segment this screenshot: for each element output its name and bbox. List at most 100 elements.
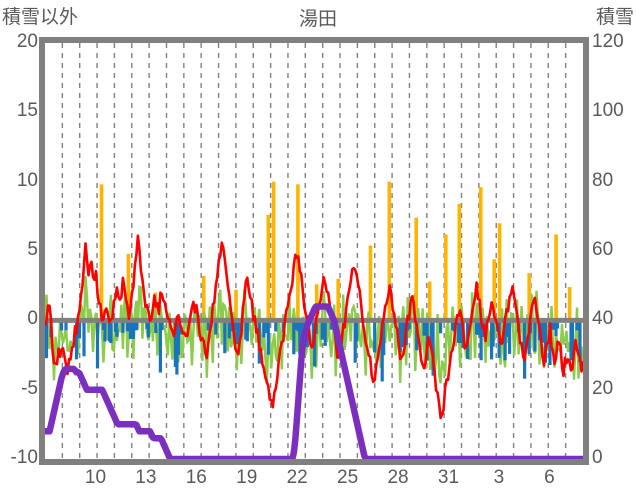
precipitation-bar: [387, 181, 392, 321]
precipitation-bar: [414, 217, 418, 321]
snowfall-bar: [266, 320, 270, 355]
x-tick: 6: [544, 467, 555, 488]
precipitation-bar: [427, 281, 432, 321]
snowfall-bar: [158, 320, 162, 373]
snowfall-bar: [476, 320, 480, 335]
precipitation-bar: [492, 259, 496, 321]
snowfall-bar: [121, 320, 125, 333]
snowfall-bar: [551, 320, 555, 330]
snowfall-bar: [45, 320, 49, 359]
snowfall-bar: [373, 320, 377, 353]
y-tick-left: 15: [16, 100, 38, 122]
snowfall-bar: [82, 320, 86, 357]
x-tick: 25: [337, 467, 359, 488]
y-tick-right: 40: [592, 308, 614, 330]
snowfall-bar: [398, 320, 402, 353]
snowfall-bar: [223, 320, 227, 354]
snowfall-bar: [575, 320, 579, 331]
snowfall-bar: [578, 320, 582, 363]
snowfall-bar: [59, 320, 64, 331]
snowfall-bar: [245, 320, 249, 342]
x-tick: 13: [135, 467, 157, 488]
snowfall-bar: [543, 320, 548, 363]
snowfall-bar: [214, 320, 218, 335]
y-tick-right: 0: [592, 447, 603, 468]
y-tick-left: 10: [16, 169, 38, 191]
snowfall-bar: [439, 320, 443, 334]
x-tick: 28: [387, 467, 409, 488]
snowfall-bar: [115, 320, 119, 337]
x-tick: 22: [286, 467, 308, 488]
snow-depth-line: [45, 303, 583, 459]
plot-frame: [39, 37, 589, 465]
y-tick-right: 100: [592, 100, 624, 122]
y-tick-right: 20: [592, 377, 614, 399]
snowfall-bar: [236, 320, 240, 340]
y-tick-left: -5: [21, 377, 38, 399]
snowfall-bar: [329, 320, 333, 330]
precipitation-bar: [479, 187, 483, 321]
y-tick-right: 60: [592, 239, 614, 260]
snowfall-bar: [206, 320, 210, 331]
snowfall-bar: [146, 320, 150, 338]
series-max-temperature: [45, 234, 583, 420]
precipitation-bar: [201, 276, 206, 321]
precipitation-bar: [497, 223, 502, 321]
series-snow-depth: [45, 303, 583, 459]
snowfall-bar: [540, 320, 545, 343]
precipitation-bar: [567, 287, 572, 321]
snowfall-bar: [422, 320, 426, 336]
y-tick-left: 0: [27, 308, 38, 330]
snowfall-bar: [109, 320, 113, 344]
snowfall-bar: [131, 320, 135, 339]
x-tick: 19: [236, 467, 258, 488]
snowfall-bar: [160, 320, 164, 331]
y-tick-left: 20: [16, 31, 38, 52]
x-tick: 31: [437, 467, 460, 488]
precipitation-bar: [554, 234, 558, 321]
snowfall-bar: [74, 320, 79, 360]
precipitation-bar: [336, 278, 340, 321]
snowfall-bar: [479, 320, 483, 361]
snowfall-bar: [570, 320, 575, 359]
left-axis-title: 積雪以外: [2, 7, 79, 28]
snowfall-bar: [128, 320, 132, 339]
snowfall-bar: [382, 320, 386, 356]
snowfall-bar: [77, 320, 82, 339]
precipitation-bar: [296, 184, 300, 321]
right-axis-title: 積雪: [595, 7, 634, 28]
y-tick-right: 80: [592, 169, 614, 191]
snowfall-bar: [103, 320, 107, 342]
snowfall-bar: [323, 320, 327, 346]
snowfall-bar: [401, 320, 405, 347]
snowfall-bar: [415, 320, 419, 351]
snowfall-bar: [503, 320, 507, 361]
snowfall-bar: [292, 320, 296, 355]
precipitation-bar: [126, 253, 131, 321]
max-temperature-line: [45, 234, 583, 420]
precipitation-bar: [368, 245, 373, 321]
snowfall-bar: [154, 320, 158, 333]
snowfall-bar: [508, 320, 512, 354]
snowfall-bar: [95, 320, 100, 369]
x-tick: 10: [84, 467, 107, 488]
snowfall-bar: [505, 320, 509, 337]
snowfall-bar: [491, 320, 495, 347]
precipitation-bar: [457, 203, 462, 321]
precipitation-bar: [99, 184, 104, 321]
x-tick: 3: [493, 467, 505, 488]
precipitation-bar: [266, 214, 271, 321]
snowfall-bar: [407, 320, 411, 329]
y-tick-right: 120: [592, 31, 624, 52]
snowfall-bar: [125, 320, 129, 332]
precipitation-bar: [314, 284, 319, 321]
snowfall-bar: [134, 320, 138, 331]
snowfall-bar: [353, 320, 357, 363]
snowfall-bar: [431, 320, 435, 376]
precipitation-bar: [234, 289, 238, 321]
snowfall-bar: [227, 320, 231, 339]
precipitation-bar: [444, 234, 448, 321]
snowfall-bar: [274, 320, 278, 332]
y-tick-left: 5: [27, 239, 38, 260]
